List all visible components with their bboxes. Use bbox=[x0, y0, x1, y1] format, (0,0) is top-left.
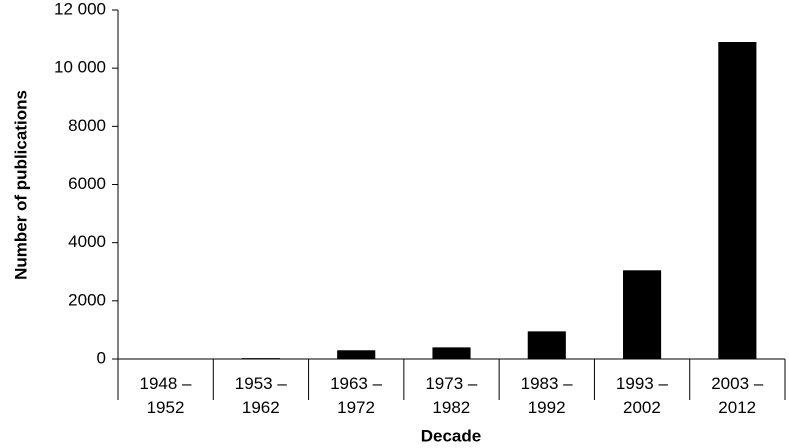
bar bbox=[718, 41, 757, 359]
y-tick-label: 2000 bbox=[68, 290, 106, 309]
y-tick-label: 4000 bbox=[68, 232, 106, 251]
y-tick-label: 8000 bbox=[68, 116, 106, 135]
x-tick-label: 1993 – 2002 bbox=[615, 374, 668, 417]
x-tick-label: 1973 – 1982 bbox=[425, 374, 478, 417]
x-tick-label: 2003 – 2012 bbox=[711, 374, 764, 417]
bar bbox=[527, 331, 566, 359]
y-tick-label: 10 000 bbox=[54, 58, 106, 77]
x-tick-label: 1948 – 1952 bbox=[139, 374, 192, 417]
bar bbox=[241, 358, 280, 359]
bar bbox=[432, 347, 471, 359]
x-axis-title: Decade bbox=[421, 426, 481, 445]
x-tick-label: 1983 – 1992 bbox=[520, 374, 573, 417]
y-tick-label: 0 bbox=[97, 348, 106, 367]
bar bbox=[337, 350, 376, 359]
x-tick-label: 1963 – 1972 bbox=[330, 374, 383, 417]
y-tick-label: 12 000 bbox=[54, 0, 106, 18]
x-tick-label: 1953 – 1962 bbox=[234, 374, 287, 417]
y-axis-title: Number of publications bbox=[11, 90, 30, 280]
y-tick-label: 6000 bbox=[68, 174, 106, 193]
bar bbox=[623, 270, 662, 359]
